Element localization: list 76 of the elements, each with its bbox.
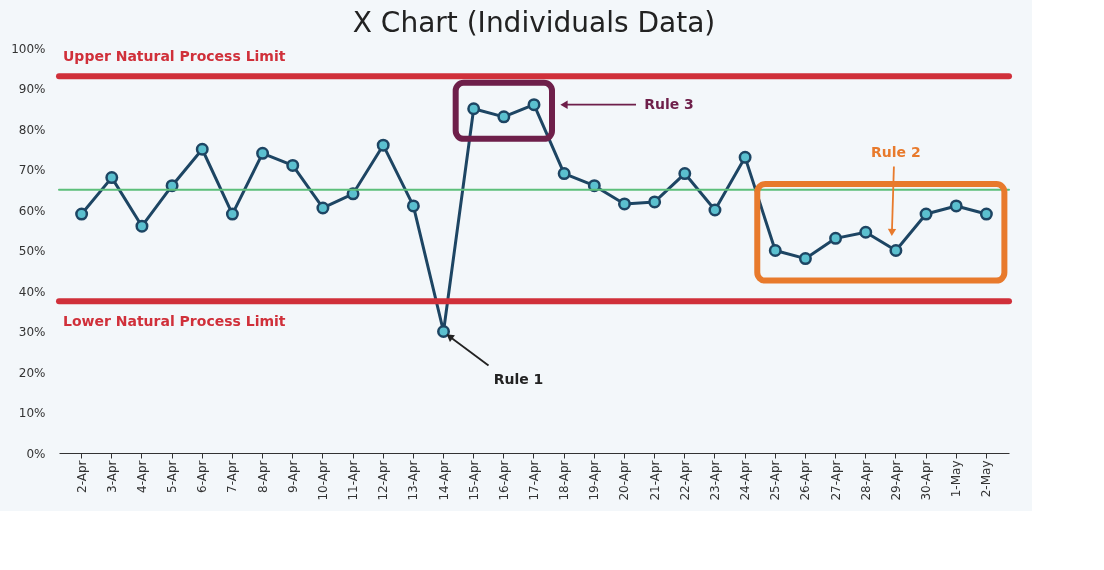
x-tick-label: 11-Apr [346, 460, 361, 501]
y-tick-label: 10% [18, 406, 46, 420]
point [75, 207, 89, 221]
point [105, 171, 119, 185]
x-tick-label: 21-Apr [647, 460, 662, 501]
x-tick-label: 23-Apr [707, 460, 722, 501]
y-tick-label: 60% [18, 203, 46, 218]
x-tick-label: 2-Apr [74, 460, 89, 493]
point [889, 244, 903, 257]
point [376, 138, 390, 152]
y-tick-label: 30% [18, 325, 46, 339]
x-tick-label: 25-Apr [768, 460, 783, 501]
point [406, 199, 420, 213]
x-tick-label: 4-Apr [134, 460, 149, 493]
annotation: Rule 2 [871, 143, 921, 160]
chart-title: X Chart (Individuals Data) [352, 6, 716, 39]
point [437, 325, 451, 338]
y-tick-label: 0% [26, 446, 46, 461]
y-tick-label: 50% [18, 244, 46, 258]
x-tick-label: 28-Apr [858, 460, 873, 501]
x-tick-label: 18-Apr [557, 460, 572, 501]
x-tick-label: 29-Apr [888, 460, 903, 501]
annotation: Rule 1 [493, 370, 544, 387]
point [195, 142, 209, 156]
x-tick-label: 6-Apr [195, 460, 210, 493]
point [648, 195, 662, 209]
x-tick-label: 8-Apr [255, 460, 270, 493]
x-tick-label: 26-Apr [798, 460, 813, 501]
x-tick-label: 20-Apr [617, 460, 632, 501]
x-tick-label: 19-Apr [587, 460, 602, 501]
point [557, 167, 571, 181]
point [497, 110, 511, 124]
x-tick-label: 30-Apr [919, 460, 934, 501]
ref-line-label: Lower Natural Process Limit [63, 313, 286, 330]
x-tick-label: 3-Apr [104, 460, 119, 493]
point [859, 225, 873, 239]
point [527, 98, 541, 112]
x-tick-label: 10-Apr [315, 460, 330, 501]
annotation: Rule 3 [644, 95, 694, 112]
x-tick-label: 22-Apr [677, 460, 692, 501]
x-tick-label: 1-May [949, 460, 964, 498]
point [135, 219, 149, 233]
x-tick-label: 16-Apr [496, 460, 511, 501]
point [617, 197, 631, 211]
point [768, 244, 782, 257]
point [256, 146, 270, 160]
x-tick-label: 15-Apr [466, 460, 481, 501]
x-tick-label: 17-Apr [527, 460, 541, 501]
y-tick-label: 90% [18, 82, 46, 96]
point [919, 207, 933, 221]
point [708, 203, 722, 217]
ref-line-label: Upper Natural Process Limit [63, 48, 286, 65]
x-tick-label: 12-Apr [376, 460, 391, 501]
y-tick-label: 100% [11, 41, 46, 56]
x-tick-label: 2-May [979, 460, 994, 498]
point [316, 201, 330, 215]
y-tick-label: 80% [18, 122, 46, 137]
point [829, 231, 843, 245]
point [286, 158, 300, 172]
x-tick-label: 14-Apr [436, 460, 451, 501]
point [678, 167, 692, 181]
point [979, 207, 993, 221]
x-tick-label: 9-Apr [285, 460, 300, 493]
y-tick-label: 20% [18, 365, 46, 380]
point [738, 150, 752, 164]
x-tick-label: 27-Apr [828, 460, 843, 501]
y-tick-label: 70% [18, 163, 46, 177]
x-tick-label: 13-Apr [406, 460, 421, 501]
point [949, 199, 963, 213]
point [225, 207, 239, 221]
point [467, 102, 481, 116]
point [798, 252, 812, 266]
x-tick-label: 24-Apr [738, 460, 753, 501]
x-tick-label: 5-Apr [165, 460, 180, 493]
x-tick-label: 7-Apr [225, 460, 240, 493]
y-tick-label: 40% [18, 284, 46, 299]
